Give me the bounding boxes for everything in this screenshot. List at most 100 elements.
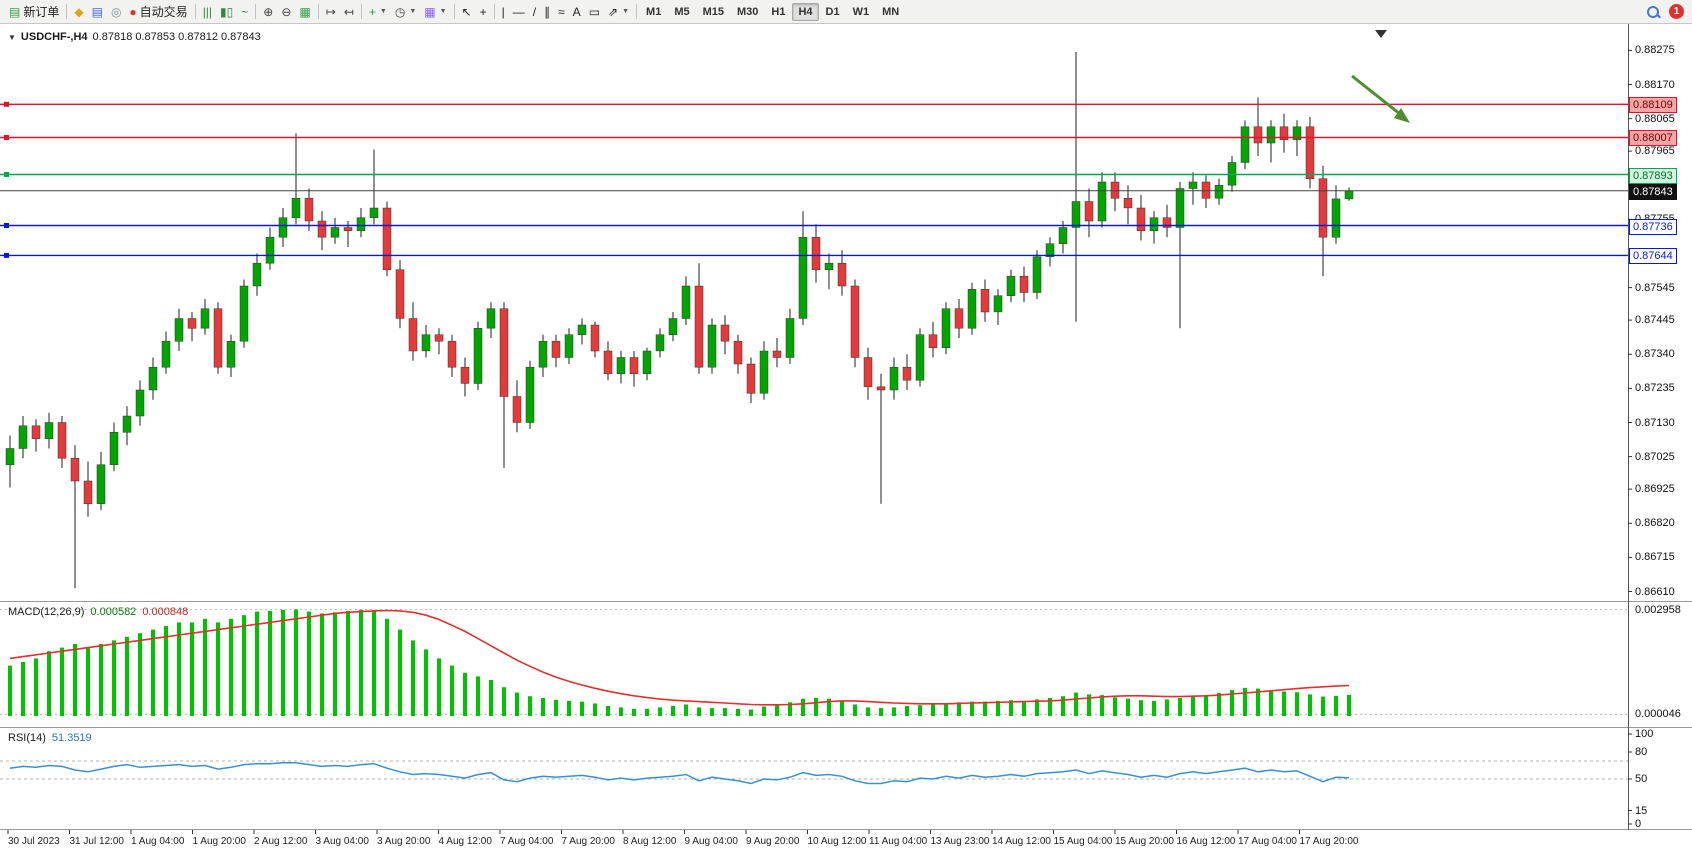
- macd-histogram-bar: [1308, 694, 1312, 716]
- cursor-icon[interactable]: ↖: [458, 5, 476, 19]
- templates-button[interactable]: ▦ ▼: [420, 5, 450, 19]
- candle-body: [837, 262, 847, 287]
- indicators-button: +: [368, 4, 376, 19]
- macd-histogram-bar: [736, 708, 740, 716]
- arrow-annotation[interactable]: [1351, 74, 1401, 116]
- candle-body: [1175, 188, 1185, 228]
- line-handle[interactable]: [4, 252, 9, 258]
- candle-body: [408, 318, 418, 352]
- macd-histogram-bar: [749, 709, 753, 716]
- candle-body: [161, 340, 171, 368]
- notification-badge[interactable]: 1: [1669, 4, 1684, 19]
- zoom-out-icon[interactable]: ⊖: [277, 5, 295, 19]
- timeframe-button-m5[interactable]: M5: [674, 5, 690, 18]
- candle-body: [447, 340, 457, 368]
- channel-icon: ∥: [544, 4, 551, 19]
- autotrade-button[interactable]: ● 自动交易: [125, 2, 191, 21]
- chart-shift-icon[interactable]: ↤: [340, 5, 358, 19]
- rsi-title: RSI(14): [8, 732, 46, 744]
- channel-icon[interactable]: ∥: [540, 5, 554, 19]
- candle-body: [382, 207, 392, 271]
- fibonacci-icon: ≈: [558, 4, 565, 19]
- timeframe-button-w1[interactable]: W1: [852, 5, 870, 18]
- fibonacci-icon[interactable]: ≈: [554, 5, 569, 19]
- candle-body: [915, 334, 925, 381]
- rsi-label: RSI(14) 51.3519: [8, 732, 92, 744]
- macd-histogram-bar: [866, 707, 870, 716]
- timeframe-button-m15[interactable]: M15: [702, 5, 724, 18]
- line-handle[interactable]: [4, 172, 9, 177]
- line-handle[interactable]: [4, 135, 9, 140]
- auto-scroll-icon[interactable]: ↦: [322, 5, 340, 19]
- toolbar-separator: [493, 4, 495, 19]
- candle-body: [1123, 197, 1133, 209]
- auto-scroll-icon: ↦: [325, 4, 336, 19]
- macd-histogram-bar: [710, 708, 714, 716]
- macd-histogram-bar: [1087, 694, 1091, 716]
- candle-body: [213, 308, 223, 368]
- label-icon[interactable]: ▭: [585, 5, 604, 19]
- alerts-icon[interactable]: ◎: [107, 5, 125, 19]
- toolbar: ▤ 新订单 ◆ ▤ ◎ ● 自动交易 ||| ▮▯ ~ ⊕ ⊖ ▦ ↦ ↤ + ▼ ◷ ▼ ▦ ▼ ↖ + | — / ∥ ≈ A ▭ ⇗ ▼…: [0, 0, 1692, 24]
- text-icon[interactable]: A: [569, 5, 585, 19]
- market-watch-icon[interactable]: ◆: [70, 5, 87, 19]
- chart-shift-marker[interactable]: [1375, 30, 1387, 38]
- timeframe-button-m1[interactable]: M1: [646, 5, 662, 18]
- candle-body: [980, 289, 990, 313]
- candle-body: [928, 334, 938, 348]
- candle-body: [694, 285, 704, 368]
- chart-title: ▼ USDCHF-,H4 0.87818 0.87853 0.87812 0.8…: [8, 31, 261, 43]
- toolbar-right: 1: [1646, 4, 1687, 19]
- candlestick-type-icon[interactable]: ▮▯: [216, 5, 237, 19]
- toolbar-separator: [255, 4, 257, 19]
- timeframe-button-h4[interactable]: H4: [792, 2, 819, 21]
- candle-body: [642, 350, 652, 375]
- macd-histogram-bar: [567, 700, 571, 716]
- zoom-in-icon[interactable]: ⊕: [259, 5, 277, 19]
- bar-chart-type-icon[interactable]: |||: [199, 5, 216, 19]
- macd-histogram-bar: [1269, 690, 1273, 716]
- tile-windows-icon[interactable]: ▦: [295, 5, 314, 19]
- macd-histogram-bar: [1113, 697, 1117, 716]
- macd-histogram-bar: [177, 622, 181, 716]
- timeframe-button-h1[interactable]: H1: [771, 5, 786, 18]
- candle-body: [226, 340, 236, 368]
- market-watch-icon: ◆: [74, 4, 84, 19]
- horizontal-line-icon[interactable]: —: [509, 5, 529, 19]
- macd-histogram-bar: [385, 618, 389, 716]
- line-chart-type-icon[interactable]: ~: [237, 5, 252, 19]
- candle-body: [733, 340, 743, 365]
- macd-histogram-bar: [593, 703, 597, 716]
- crosshair-icon[interactable]: +: [476, 5, 491, 19]
- arrow-annotation-head[interactable]: [1394, 108, 1410, 123]
- vertical-line-icon[interactable]: |: [498, 5, 509, 19]
- candle-body: [824, 262, 834, 270]
- macd-histogram-bar: [1256, 688, 1260, 716]
- macd-histogram-bar: [541, 698, 545, 716]
- candle-body: [1071, 201, 1081, 228]
- trendline-icon: /: [532, 4, 537, 19]
- macd-histogram-bar: [1022, 700, 1026, 716]
- timeframe-button-mn[interactable]: MN: [882, 5, 900, 18]
- collapse-icon[interactable]: ▼: [8, 32, 16, 42]
- new-order-button[interactable]: ▤ 新订单: [5, 2, 63, 21]
- indicators-button[interactable]: + ▼: [365, 5, 391, 19]
- macd-histogram-bar: [580, 701, 584, 716]
- line-chart-type-icon: ~: [241, 4, 249, 19]
- search-icon[interactable]: [1646, 5, 1660, 19]
- periods-button[interactable]: ◷ ▼: [391, 5, 420, 19]
- macd-histogram-bar: [658, 707, 662, 716]
- candle-body: [96, 464, 106, 504]
- shapes-button[interactable]: ⇗ ▼: [604, 5, 633, 19]
- candle-body: [499, 308, 509, 397]
- timeframe-button-m30[interactable]: M30: [737, 5, 759, 18]
- timeframe-button-d1[interactable]: D1: [825, 5, 840, 18]
- macd-histogram-bar: [918, 705, 922, 716]
- profiles-icon[interactable]: ▤: [88, 5, 107, 19]
- periods-button: ◷: [394, 4, 406, 19]
- line-handle[interactable]: [4, 223, 9, 228]
- trendline-icon[interactable]: /: [529, 5, 540, 19]
- zoom-in-icon: ⊕: [263, 4, 274, 19]
- line-handle[interactable]: [4, 101, 9, 107]
